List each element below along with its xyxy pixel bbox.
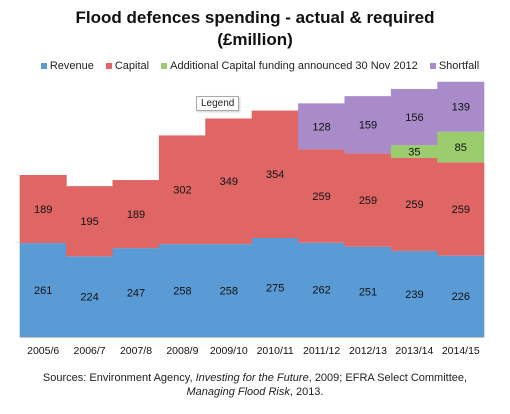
data-label: 189 bbox=[127, 209, 145, 221]
bar-segment bbox=[344, 246, 392, 337]
data-label: 262 bbox=[312, 285, 330, 297]
bar-segment bbox=[437, 255, 485, 337]
data-label: 259 bbox=[405, 199, 423, 211]
legend-item-revenue: Revenue bbox=[40, 60, 94, 72]
source-line-2: Managing Flood Risk, 2013. bbox=[0, 385, 510, 399]
bar-segment bbox=[390, 88, 438, 146]
legend-item-capital: Capital bbox=[105, 60, 150, 72]
x-tick-label: 2010/11 bbox=[257, 345, 294, 357]
data-label: 258 bbox=[220, 285, 238, 297]
data-label: 85 bbox=[455, 142, 467, 154]
x-tick-label: 2005/6 bbox=[27, 345, 59, 357]
legend-tooltip: Legend bbox=[196, 96, 240, 111]
x-tick-label: 2012/13 bbox=[349, 345, 387, 357]
data-label: 259 bbox=[452, 204, 470, 216]
source-suffix-1: , 2009; EFRA Select Committee, bbox=[308, 372, 468, 384]
data-label: 239 bbox=[405, 289, 423, 301]
bar-segment bbox=[66, 186, 114, 257]
bar-segment bbox=[437, 81, 485, 132]
legend-label-shortfall: Shortfall bbox=[438, 60, 480, 72]
bar-segment bbox=[205, 244, 253, 337]
chart-subtitle: (£million) bbox=[217, 30, 293, 49]
x-tick-label: 2007/8 bbox=[120, 345, 152, 357]
legend-swatch-revenue bbox=[40, 63, 47, 69]
data-label: 139 bbox=[452, 102, 470, 114]
bar-segment bbox=[251, 238, 299, 337]
bar-segment bbox=[66, 256, 114, 337]
legend-label-revenue: Revenue bbox=[49, 60, 94, 72]
bar-segment bbox=[437, 162, 485, 256]
legend-label-capital: Capital bbox=[114, 60, 150, 72]
bar-segment bbox=[19, 243, 67, 337]
chart-title: Flood defences spending - actual & requi… bbox=[75, 8, 435, 27]
bar-segment bbox=[437, 131, 485, 163]
x-tick-label: 2006/7 bbox=[74, 345, 106, 357]
data-label: 195 bbox=[80, 216, 98, 228]
source-suffix-2: , 2013. bbox=[289, 386, 324, 398]
bar-segment bbox=[390, 157, 438, 251]
data-label: 261 bbox=[34, 285, 52, 297]
bar-segment bbox=[19, 175, 67, 244]
data-label: 224 bbox=[80, 292, 98, 304]
data-label: 302 bbox=[173, 185, 191, 197]
chart-legend: Revenue Capital Additional Capital fundi… bbox=[20, 60, 500, 72]
data-label: 226 bbox=[452, 291, 470, 303]
source-line-1: Sources: Environment Agency, Investing f… bbox=[0, 371, 510, 385]
bar-segment bbox=[112, 180, 160, 249]
data-label: 259 bbox=[359, 195, 377, 207]
x-tick-label: 2011/12 bbox=[303, 345, 340, 357]
bar-segment bbox=[158, 135, 206, 245]
source-title-1: Investing for the Future bbox=[195, 372, 309, 384]
bar-segment bbox=[112, 248, 160, 337]
source-prefix: Sources: Environment Agency, bbox=[42, 372, 196, 384]
bar-segment bbox=[344, 153, 392, 247]
data-label: 259 bbox=[312, 191, 330, 203]
x-tick-label: 2014/15 bbox=[442, 345, 480, 357]
bar-segment bbox=[390, 145, 438, 158]
data-label: 247 bbox=[127, 287, 145, 299]
data-label: 251 bbox=[359, 287, 377, 299]
bar-segment bbox=[298, 242, 346, 337]
data-label: 349 bbox=[220, 176, 238, 188]
data-label: 128 bbox=[312, 121, 330, 133]
data-label: 275 bbox=[266, 282, 284, 294]
bar-segment bbox=[344, 96, 392, 154]
legend-swatch-shortfall bbox=[429, 63, 436, 69]
x-tick-label: 2008/9 bbox=[166, 345, 198, 357]
bar-segment bbox=[251, 110, 299, 238]
bar-segment bbox=[158, 244, 206, 337]
bar-segment bbox=[205, 118, 253, 245]
bar-segment bbox=[298, 149, 346, 243]
data-label: 156 bbox=[405, 112, 423, 124]
bar-segment bbox=[298, 103, 346, 150]
legend-item-shortfall: Shortfall bbox=[429, 60, 480, 72]
legend-swatch-capital bbox=[105, 63, 112, 69]
legend-item-additional-capital: Additional Capital funding announced 30 … bbox=[161, 60, 418, 72]
legend-swatch-additional-capital bbox=[161, 63, 168, 69]
data-label: 189 bbox=[34, 204, 52, 216]
source-title-2: Managing Flood Risk bbox=[186, 386, 290, 398]
data-label: 354 bbox=[266, 169, 284, 181]
bar-segment bbox=[390, 250, 438, 337]
data-label: 258 bbox=[173, 285, 191, 297]
legend-label-additional-capital: Additional Capital funding announced 30 … bbox=[170, 60, 418, 72]
x-tick-label: 2009/10 bbox=[210, 345, 248, 357]
data-label: 35 bbox=[408, 146, 420, 158]
x-tick-label: 2013/14 bbox=[395, 345, 433, 357]
data-label: 159 bbox=[359, 120, 377, 132]
